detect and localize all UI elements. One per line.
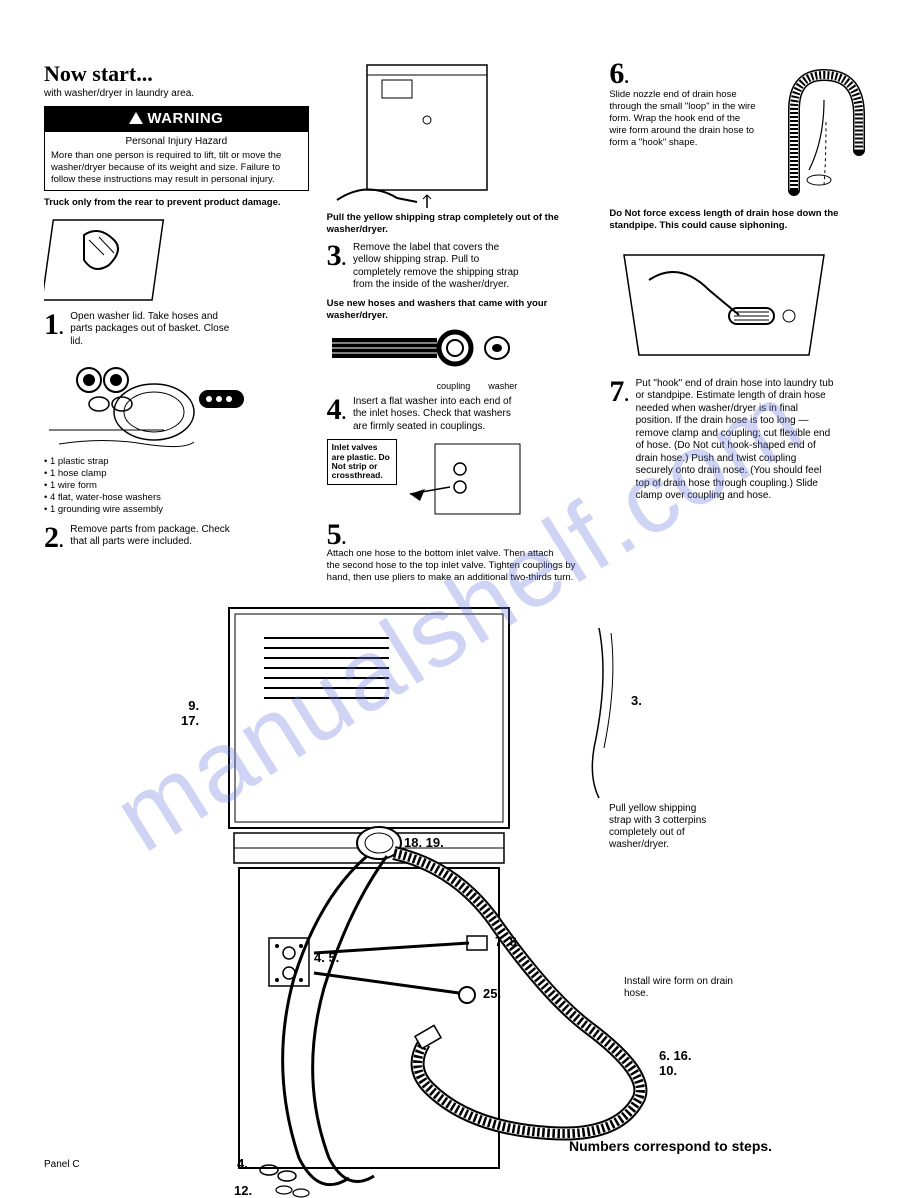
warning-body-title: Personal Injury Hazard <box>51 136 302 149</box>
step-5-rest: the second hose to the top inlet valve. … <box>327 560 592 584</box>
step-2-number: 2 <box>44 524 64 551</box>
annot-pull-yellow: Pull yellow shipping strap with 3 cotter… <box>609 803 719 851</box>
parts-item: 1 plastic strap <box>44 456 309 468</box>
step-1-text: Open washer lid. Take hoses and parts pa… <box>70 311 240 349</box>
step-2-text: Remove parts from package. Check that al… <box>70 524 240 549</box>
warning-header: WARNING <box>45 107 308 132</box>
page-subtitle: with washer/dryer in laundry area. <box>44 88 309 101</box>
step-5-number: 5 <box>327 521 347 548</box>
parts-list: 1 plastic strap 1 hose clamp 1 wire form… <box>44 456 309 515</box>
annot-12: 12. <box>234 1183 252 1198</box>
illus-truck-corner <box>44 215 309 305</box>
annot-6-16-10: 6. 16. 10. <box>659 1048 692 1078</box>
illus-parts <box>44 352 309 452</box>
step-3-text: Remove the label that covers the yellow … <box>353 242 523 292</box>
illus-coupling: coupling washer <box>327 326 592 392</box>
warning-triangle-icon <box>129 112 143 124</box>
annot-install-wire: Install wire form on drain hose. <box>624 976 734 1000</box>
footer-panel: Panel C <box>44 1159 80 1170</box>
warning-body: Personal Injury Hazard More than one per… <box>45 132 308 190</box>
annot-25: 25. <box>483 986 501 1001</box>
annot-numbers-correspond: Numbers correspond to steps. <box>569 1138 772 1155</box>
illus-hook-hose <box>764 60 874 200</box>
step-6-text: Slide nozzle end of drain hose through t… <box>609 89 758 148</box>
illus-laundry-tub <box>609 240 874 370</box>
step-7-text: Put "hook" end of drain hose into laundr… <box>636 378 836 503</box>
step-3-number: 3 <box>327 242 347 269</box>
annot-7-8: 7. 8. <box>495 934 520 949</box>
warning-header-text: WARNING <box>147 110 223 127</box>
use-new-hoses: Use new hoses and washers that came with… <box>327 298 592 322</box>
parts-item: 1 wire form <box>44 480 309 492</box>
column-2: Pull the yellow shipping strap completel… <box>327 60 592 584</box>
step-5-lead: Attach one hose to the bottom inlet valv… <box>327 548 592 560</box>
page-title: Now start... <box>44 60 309 88</box>
parts-item: 4 flat, water-hose washers <box>44 492 309 504</box>
annot-4-5: 4. 5. <box>314 950 339 965</box>
pull-strap-caption: Pull the yellow shipping strap completel… <box>327 212 592 236</box>
annot-3: 3. <box>631 693 642 708</box>
donot-force: Do Not force excess length of drain hose… <box>609 208 874 232</box>
coupling-label: coupling <box>437 381 471 392</box>
parts-item: 1 grounding wire assembly <box>44 504 309 516</box>
warning-box: WARNING Personal Injury Hazard More than… <box>44 106 309 191</box>
annot-18-19: 18. 19. <box>404 835 444 850</box>
inlet-valves-note: Inlet valves are plastic. Do Not strip o… <box>327 439 397 484</box>
column-3: 6 Slide nozzle end of drain hose through… <box>609 60 874 584</box>
annot-4b: 4. <box>237 1156 248 1171</box>
step-4-text: Insert a flat washer into each end of th… <box>353 396 523 434</box>
parts-item: 1 hose clamp <box>44 468 309 480</box>
big-diagram: 9. 17. 3. 18. 19. 4. 5. 7. 8. 25. 6. 16.… <box>119 598 799 1198</box>
step-4-number: 4 <box>327 396 347 423</box>
illus-inlet-valve <box>405 439 525 519</box>
step-1-number: 1 <box>44 311 64 338</box>
annot-9-17: 9. 17. <box>181 698 199 728</box>
washer-label: washer <box>488 381 517 392</box>
step-7-number: 7 <box>609 378 629 405</box>
warning-body-text: More than one person is required to lift… <box>51 150 302 186</box>
illus-pull-strap <box>327 60 592 210</box>
step-6-number: 6 <box>609 60 629 87</box>
column-1: Now start... with washer/dryer in laundr… <box>44 60 309 584</box>
truck-note: Truck only from the rear to prevent prod… <box>44 197 309 209</box>
